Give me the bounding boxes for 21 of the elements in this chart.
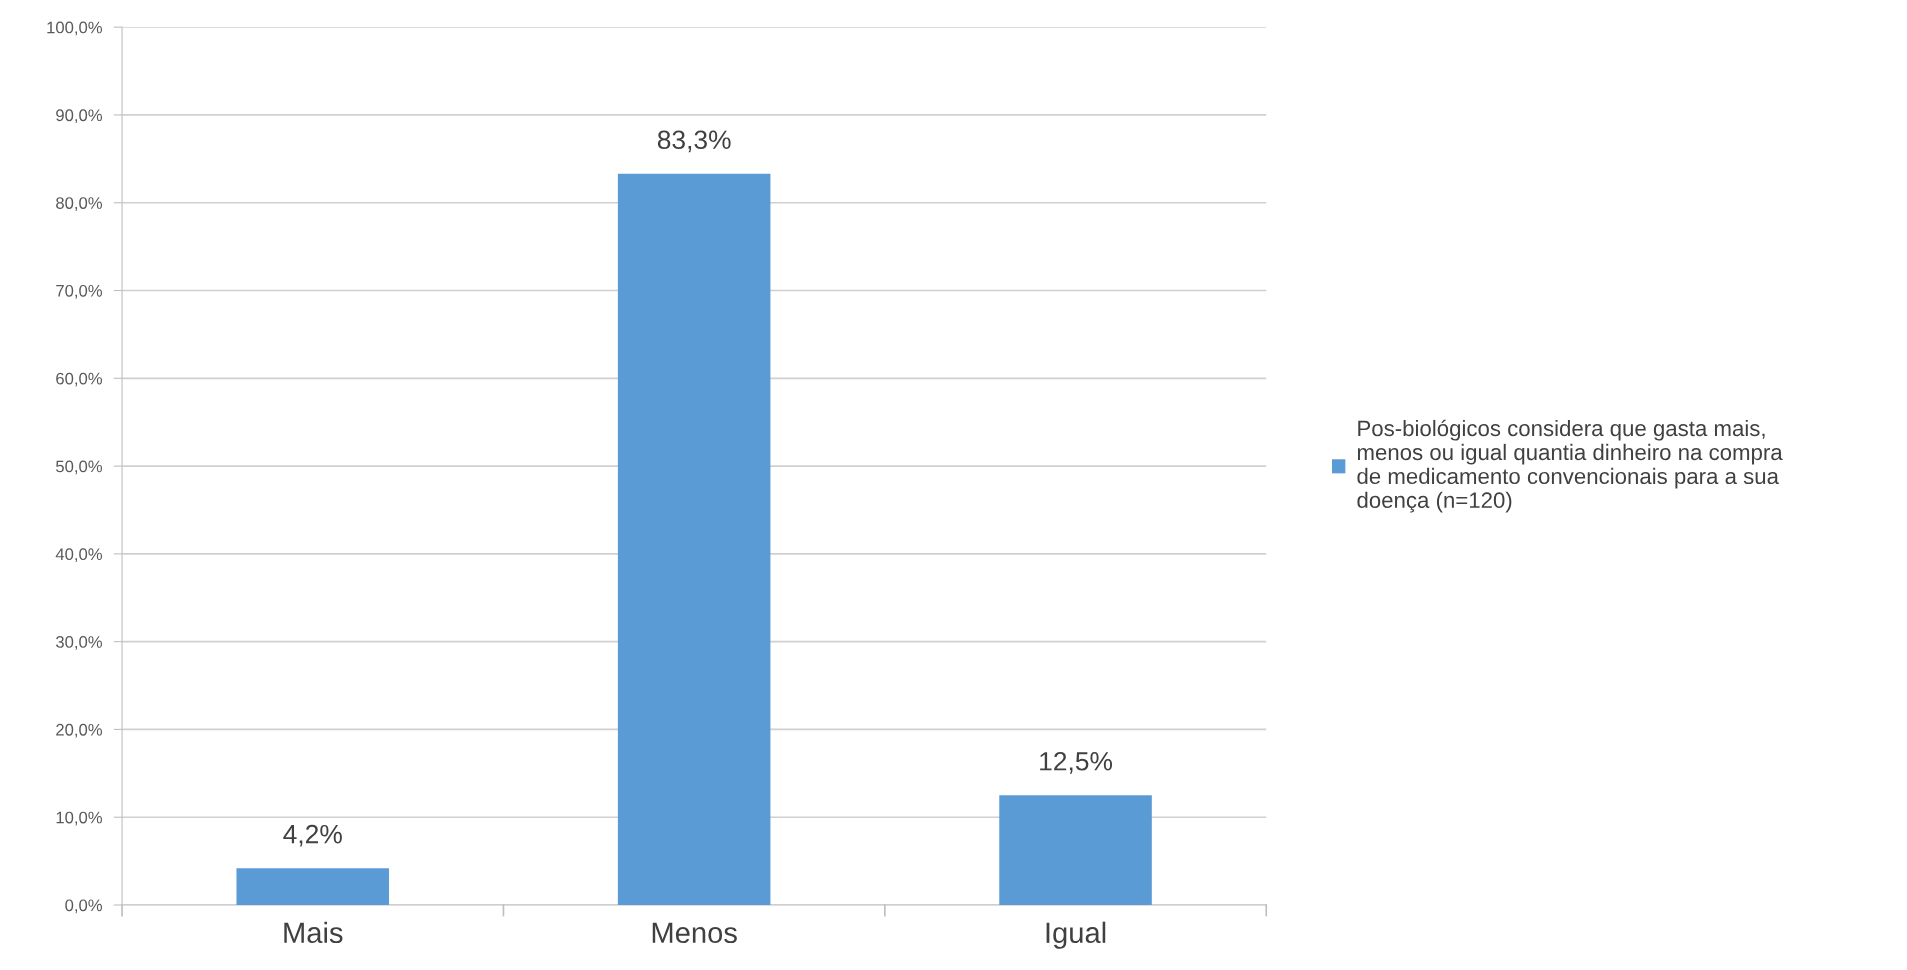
bar [617,173,771,906]
bar [999,795,1152,906]
y-tick-label: 20,0% [56,723,103,738]
data-label: 83,3% [657,130,731,153]
data-label: 12,5% [1040,751,1113,774]
y-tick-label: 80,0% [56,197,103,211]
x-tick-label: Menos [652,922,737,944]
y-tick-label: 10,0% [56,811,103,826]
y-tick-label: 0,0% [65,899,103,914]
y-tick-label: 90,0% [56,109,103,124]
x-tick-label: Igual [1046,921,1106,949]
bar [236,868,390,906]
y-tick-label: 40,0% [55,548,103,563]
legend-label: Pos-biológicos considera que gasta mais, menos ou igual quantia dinheiro na compra de medicamento convencionais para a sua doença (n=120) [1357,419,1783,513]
y-tick-label: 30,0% [55,636,103,650]
y-tick-label: 60,0% [56,372,103,387]
y-tick-label: 100,0% [47,21,103,36]
x-tick-label: Mais [284,921,343,944]
y-tick-label: 50,0% [56,460,103,475]
y-tick-label: 70,0% [56,284,103,299]
data-label: 4,2% [283,824,342,847]
